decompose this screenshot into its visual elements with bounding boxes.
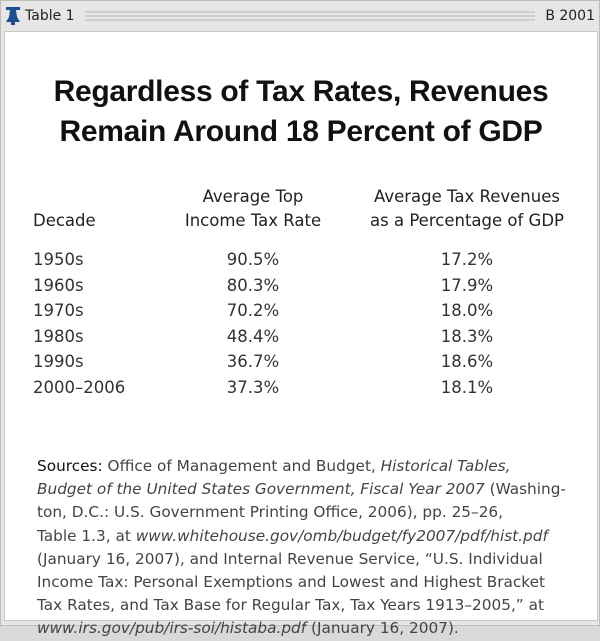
cell-decade: 1950s: [33, 250, 84, 269]
table-number: Table 1: [25, 8, 75, 24]
sources-note: Sources: Office of Management and Budget…: [37, 455, 566, 641]
sources-text: (January 16, 2007).: [306, 619, 459, 638]
cell-tax-rate: 70.2%: [226, 301, 280, 320]
sources-text: ton, D.C.: U.S. Government Printing Offi…: [37, 503, 504, 522]
sources-text: Office of Management and Budget,: [102, 457, 381, 475]
cell-decade: 1960s: [33, 275, 84, 295]
column-header-decade: Decade: [33, 211, 96, 230]
sources-line: Tax Rates, and Tax Base for Regular Tax,…: [37, 594, 566, 617]
sources-citation-italic: Budget of the United States Government, …: [37, 480, 485, 499]
sources-line: Sources: Office of Management and Budget…: [37, 455, 566, 478]
sources-line: ton, D.C.: U.S. Government Printing Offi…: [37, 501, 566, 524]
cell-tax-rate: 48.4%: [226, 326, 280, 346]
sources-citation-italic: www.irs.gov/pub/irs-soi/histaba.pdf: [37, 619, 307, 638]
sources-text: Tax Rates, and Tax Base for Regular Tax,…: [37, 596, 544, 615]
table-panel: Regardless of Tax Rates, Revenues Remain…: [4, 31, 598, 637]
column-header-tax-rate: Average Top Income Tax Rate: [184, 187, 322, 230]
cell-decade: 1980s: [33, 326, 84, 346]
sources-text: (January 16, 2007), and Internal Revenue…: [37, 549, 543, 568]
liberty-bell-icon: [6, 7, 20, 25]
cell-revenue: 17.9%: [440, 275, 494, 295]
cell-tax-rate: 80.3%: [226, 275, 280, 295]
cell-revenue: 18.1%: [440, 377, 494, 397]
sources-line: Budget of the United States Government, …: [37, 478, 566, 501]
cell-revenue: 18.6%: [440, 352, 494, 371]
sources-line: Income Tax: Personal Exemptions and Lowe…: [37, 571, 566, 594]
sources-citation-italic: Historical Tables,: [380, 457, 511, 475]
header-bar: Table 1 B 2001: [5, 4, 595, 28]
cell-tax-rate: 90.5%: [226, 250, 280, 269]
sources-text: Income Tax: Personal Exemptions and Lowe…: [37, 573, 546, 592]
cell-decade: 2000–2006: [33, 377, 126, 397]
cell-tax-rate: 36.7%: [226, 352, 280, 371]
sources-line: (January 16, 2007), and Internal Revenue…: [37, 548, 566, 571]
sources-line: Table 1.3, at www.whitehouse.gov/omb/bud…: [37, 525, 566, 548]
cell-revenue: 18.3%: [440, 326, 494, 346]
sources-line: www.irs.gov/pub/irs-soi/histaba.pdf (Jan…: [37, 617, 566, 640]
cell-tax-rate: 37.3%: [226, 377, 280, 397]
title-line: Regardless of Tax Rates, Revenues: [53, 75, 549, 108]
cell-revenue: 17.2%: [440, 250, 494, 269]
table-title: Regardless of Tax Rates, Revenues Remain…: [5, 72, 597, 152]
header-rules: [84, 9, 536, 23]
sources-text: Table 1.3, at: [37, 526, 136, 545]
report-number: B 2001: [545, 8, 595, 24]
cell-revenue: 18.0%: [440, 301, 494, 320]
cell-decade: 1990s: [33, 352, 84, 371]
title-line: Remain Around 18 Percent of GDP: [59, 115, 543, 148]
sources-citation-italic: www.whitehouse.gov/omb/budget/fy2007/pdf…: [135, 526, 548, 545]
sources-text: (Washing-: [484, 480, 566, 499]
cell-decade: 1970s: [33, 301, 84, 320]
sources-label: Sources:: [37, 457, 103, 475]
column-header-revenues: Average Tax Revenues as a Percentage of …: [370, 187, 564, 230]
